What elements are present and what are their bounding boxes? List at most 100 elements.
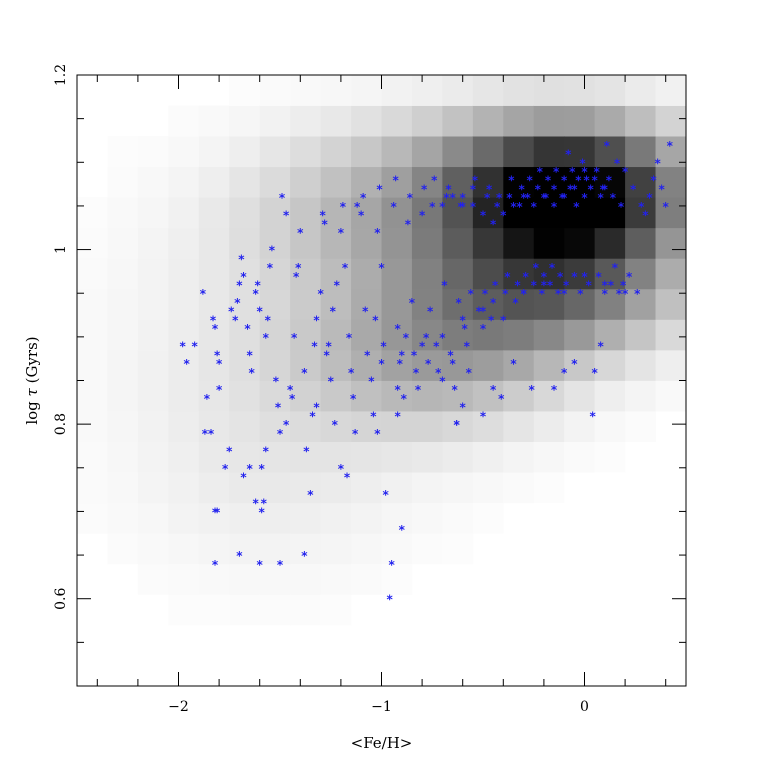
density-cell	[533, 288, 565, 320]
data-point: *	[520, 191, 527, 205]
density-cell	[107, 349, 139, 381]
density-cell	[503, 472, 535, 504]
density-cell	[259, 349, 291, 381]
density-cell	[137, 166, 169, 198]
data-point: *	[421, 183, 428, 197]
data-point: *	[604, 139, 611, 153]
data-point: *	[585, 279, 592, 293]
data-point: *	[313, 401, 320, 415]
density-cell	[381, 197, 413, 229]
data-point: *	[581, 191, 588, 205]
density-cell	[625, 136, 656, 168]
data-point: *	[618, 200, 625, 214]
density-cell	[77, 197, 108, 229]
density-cell	[259, 166, 291, 198]
density-cell	[472, 258, 504, 290]
data-point: *	[317, 287, 324, 301]
data-point: *	[246, 348, 253, 362]
data-point: *	[409, 296, 416, 310]
data-point: *	[545, 174, 552, 188]
density-cell	[533, 380, 565, 412]
density-cell	[655, 319, 687, 351]
data-point: *	[569, 165, 576, 179]
data-point: *	[309, 409, 316, 423]
data-point: *	[326, 340, 333, 354]
density-cell	[351, 349, 382, 381]
density-cell	[137, 227, 169, 259]
data-point: *	[527, 174, 534, 188]
density-cell	[320, 288, 352, 320]
density-cell	[77, 502, 108, 534]
data-point: *	[531, 279, 538, 293]
data-point: *	[275, 401, 282, 415]
data-point: *	[210, 313, 217, 327]
data-point: *	[212, 322, 219, 336]
density-cell	[229, 227, 261, 259]
data-point: *	[401, 392, 408, 406]
data-point: *	[449, 357, 456, 371]
density-cell	[655, 75, 687, 106]
density-cell	[137, 136, 169, 168]
data-point: *	[468, 287, 475, 301]
density-cell	[107, 411, 139, 442]
density-cell	[411, 319, 443, 351]
density-cell	[198, 411, 230, 442]
tick-label: 0.6	[53, 587, 69, 609]
data-point: *	[514, 279, 521, 293]
data-point: *	[208, 427, 215, 441]
density-cell	[320, 258, 352, 290]
data-point: *	[240, 270, 247, 284]
data-points: ****************************************…	[179, 139, 673, 607]
density-cell	[442, 105, 474, 137]
data-point: *	[399, 523, 406, 537]
data-point: *	[455, 296, 462, 310]
density-cell	[351, 105, 382, 137]
data-point: *	[244, 322, 251, 336]
density-cell	[198, 319, 230, 351]
density-cell	[594, 411, 626, 442]
density-cell	[320, 136, 352, 168]
tick-label: 0.8	[53, 413, 69, 435]
density-cell	[229, 349, 261, 381]
data-point: *	[561, 366, 568, 380]
density-cell	[655, 380, 687, 412]
data-point: *	[267, 261, 274, 275]
density-cell	[351, 197, 382, 229]
density-cell	[320, 533, 352, 565]
density-cell	[351, 411, 382, 442]
data-point: *	[200, 287, 207, 301]
data-point: *	[498, 392, 505, 406]
density-cell	[259, 288, 291, 320]
density-cell	[503, 349, 535, 381]
density-cell	[229, 502, 261, 534]
data-point: *	[293, 270, 300, 284]
data-point: *	[658, 183, 665, 197]
data-point: *	[654, 156, 661, 170]
density-cell	[107, 472, 139, 504]
density-cell	[351, 319, 382, 351]
data-point: *	[480, 305, 487, 319]
density-cell	[564, 227, 596, 259]
data-point: *	[330, 305, 337, 319]
data-point: *	[257, 558, 264, 572]
density-cell	[77, 411, 108, 442]
density-cell	[442, 411, 474, 442]
density-cell	[533, 441, 565, 473]
density-cell	[107, 258, 139, 290]
density-cell	[472, 441, 504, 473]
density-cell	[229, 563, 261, 595]
density-cell	[168, 472, 200, 504]
density-cell	[503, 411, 535, 442]
data-point: *	[391, 200, 398, 214]
data-point: *	[626, 270, 633, 284]
density-cell	[259, 441, 291, 473]
data-point: *	[520, 287, 527, 301]
density-cell	[381, 411, 413, 442]
data-point: *	[561, 174, 568, 188]
density-cell	[290, 411, 321, 442]
data-point: *	[541, 191, 548, 205]
data-point: *	[261, 497, 268, 511]
density-cell	[411, 380, 443, 412]
density-cell	[351, 227, 382, 259]
